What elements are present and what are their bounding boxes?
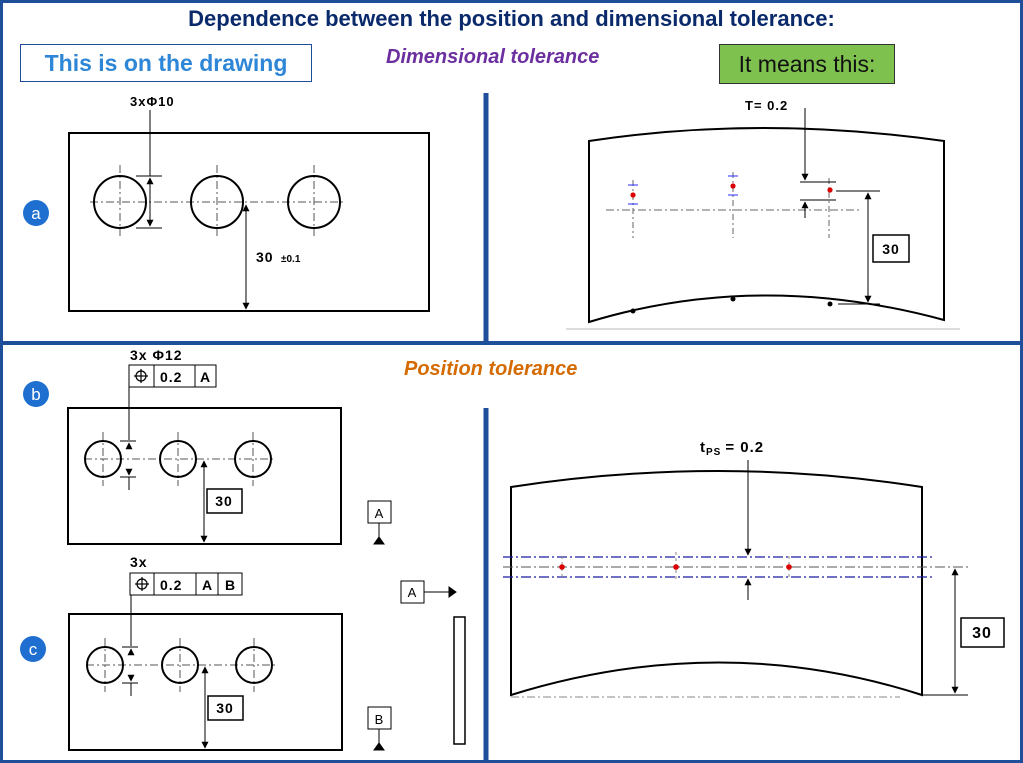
axis-point [673,564,679,570]
surface-point [730,296,736,302]
hole-callout-c: 3x [130,554,148,570]
hole-3 [287,175,341,229]
datum-b-symbol [367,706,392,751]
hole-2 [159,440,197,478]
tps-label: tPS = 0.2 [700,439,764,458]
dimension-c: 30 [216,700,234,716]
dimension-a-tolerance: ±0.1 [281,254,301,265]
panel-c-drawing: c 3x 0.2 A B [20,554,466,751]
hole-1 [86,646,124,684]
hole-2 [161,646,199,684]
position-result-dimension: 30 [972,625,992,642]
dimension-a-value: 30 [256,249,274,265]
hole-callout-b: 3x Φ12 [130,347,183,363]
fcf-datum-b: A [200,369,210,385]
tps-label-value: = 0.2 [725,439,764,456]
badge-c-icon [20,636,46,662]
part-outline [67,407,342,545]
datum-a-symbol [367,500,392,545]
slide-title: Dependence between the position and dime… [188,6,835,31]
deformed-part [510,470,923,697]
position-icon [135,577,149,591]
fcf-datum-c-1: A [202,577,212,593]
result-tolerance-a: T= 0.2 [745,98,788,113]
panel-b-drawing: b 3x Φ12 0.2 A [23,347,392,545]
hole-2 [190,175,244,229]
side-view-datum-label: A [408,585,417,600]
axis-point [730,183,736,189]
position-icon [134,369,148,383]
dim-30-result-a [836,190,880,305]
position-tolerance-label: Position tolerance [404,358,578,380]
dimensional-tolerance-label: Dimensional tolerance [386,46,600,68]
axis-point [827,187,833,193]
feature-control-frame-c [129,572,243,596]
tolerance-T-dim [800,108,836,218]
tps-label-main: t [700,439,706,456]
result-dimension-a: 30 [882,241,900,257]
badge-a: a [31,204,41,223]
hole-3 [234,440,272,478]
axis-point [630,192,636,198]
basic-dim-box [872,234,910,263]
diameter-dim [136,110,162,229]
hole-1 [84,440,122,478]
deformed-part [588,127,945,324]
basic-dim-box [207,695,244,721]
panel-a-drawing: 3xΦ10 30 ±0.1 a [23,94,430,312]
tps-label-sub: PS [706,447,721,458]
feature-control-frame-b [128,364,217,388]
badge-c: c [29,640,38,659]
surface-point [827,301,833,307]
datum-label-b: B [375,712,384,727]
surface-point [630,308,636,314]
hole-1 [93,175,147,229]
on-drawing-label: This is on the drawing [20,44,312,82]
hole-callout-a: 3xΦ10 [130,94,175,109]
basic-dim-box [960,617,1005,648]
badge-a-icon [23,200,49,226]
badge-b-icon [23,381,49,407]
fcf-value-b: 0.2 [160,369,182,385]
dim-30-result [922,568,968,696]
axis-point [786,564,792,570]
basic-dim-box [206,488,243,514]
hole-3 [235,646,273,684]
datum-label-a: A [375,506,384,521]
badge-b: b [31,385,40,404]
panel-a-meaning: T= 0.2 30 [566,98,960,330]
side-view [400,580,466,745]
it-means-label: It means this: [719,44,895,84]
dimension-b: 30 [215,493,233,509]
axis-point [559,564,565,570]
panel-position-meaning: 30 tPS = 0.2 [503,439,1005,698]
part-outline [68,132,430,312]
fcf-value-c: 0.2 [160,577,182,593]
part-outline [68,613,343,751]
fcf-datum-c-2: B [225,577,235,593]
